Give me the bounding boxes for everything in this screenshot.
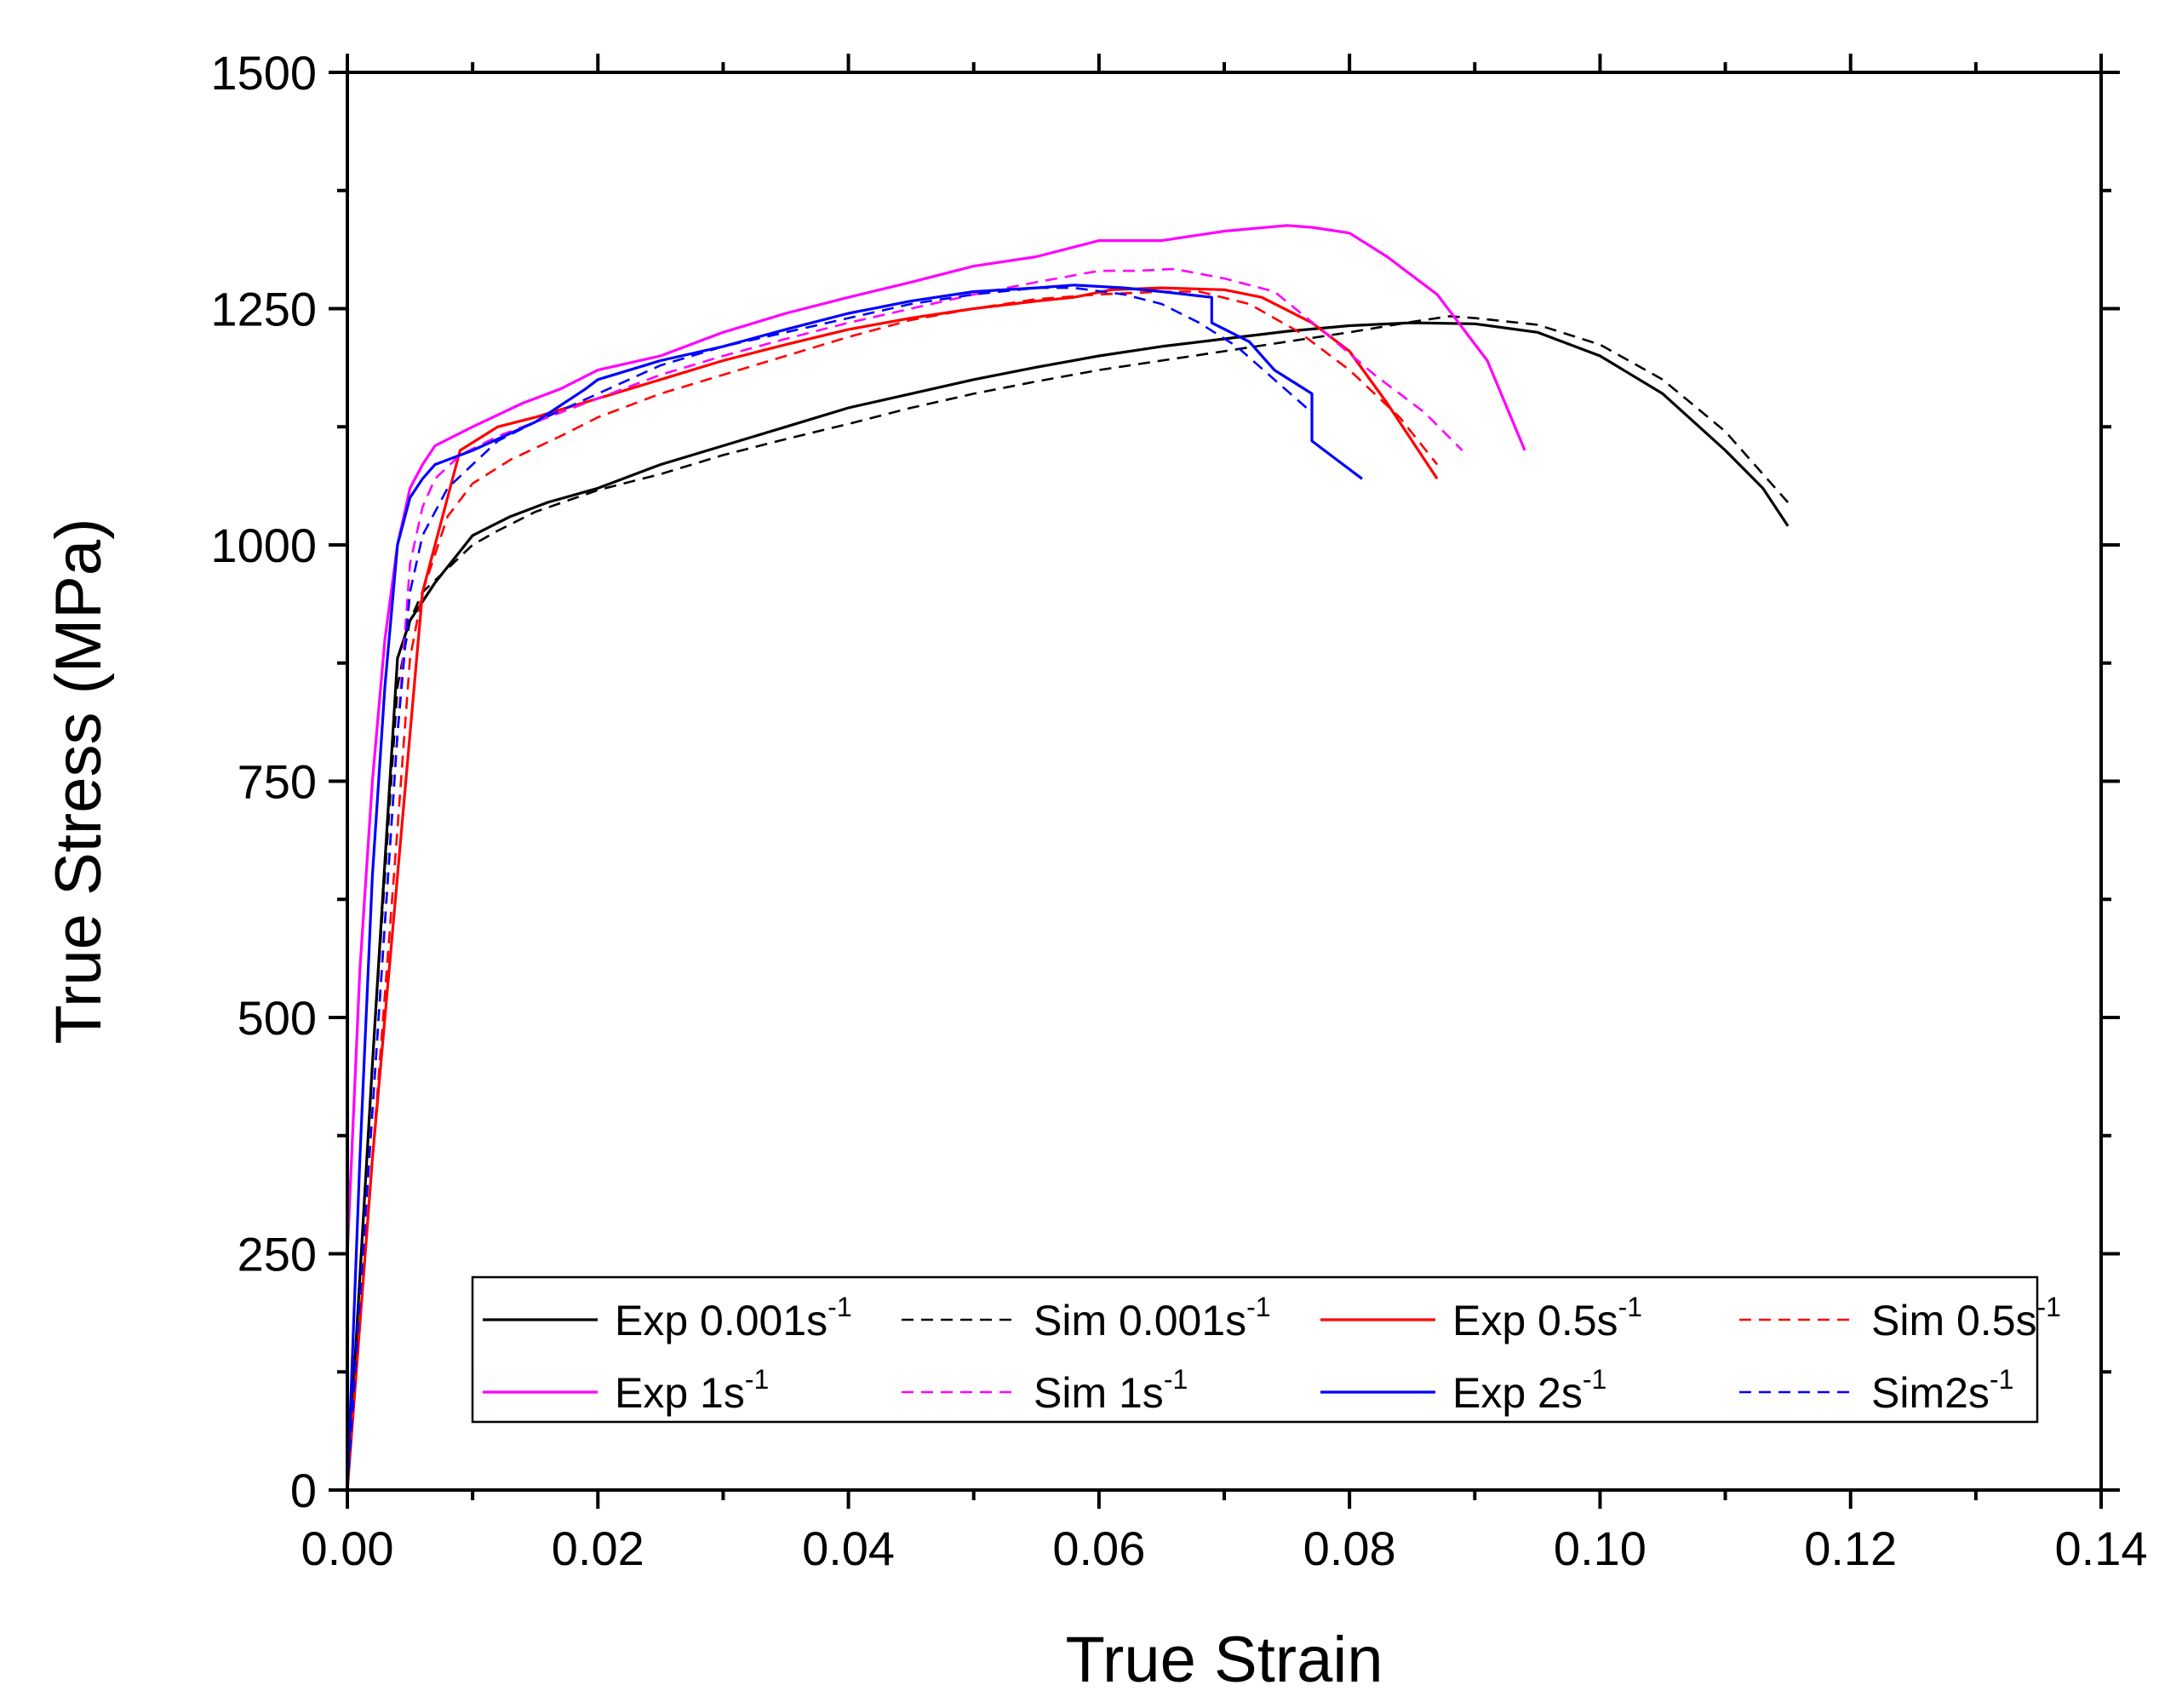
x-tick-label: 0.12 [1804, 1522, 1897, 1575]
legend-label-sup: -1 [745, 1364, 769, 1395]
y-tick-label: 1000 [210, 519, 317, 572]
series-line-6 [347, 267, 1463, 1490]
x-tick-label: 0.06 [1052, 1522, 1145, 1575]
legend-label-1: Exp 0.001s-1 [615, 1292, 852, 1344]
legend-label-sup: -1 [1583, 1364, 1606, 1395]
x-tick-label: 0.10 [1554, 1522, 1647, 1575]
legend-label-text: Exp 2s [1452, 1369, 1583, 1417]
y-tick-label: 0 [290, 1464, 317, 1517]
series-line-5 [347, 224, 1526, 1254]
x-tick-label: 0.08 [1303, 1522, 1396, 1575]
legend-label-text: Sim2s [1871, 1369, 1990, 1417]
series-line-4 [347, 290, 1439, 1490]
y-tick-label: 250 [238, 1228, 317, 1281]
legend-label-sup: -1 [1618, 1292, 1642, 1322]
legend-label-5: Exp 1s-1 [615, 1364, 769, 1417]
series-line-8 [347, 286, 1313, 1490]
x-axis-title: True Strain [1065, 1624, 1383, 1696]
legend-label-sup: -1 [828, 1292, 851, 1322]
series-line-2 [347, 315, 1790, 1490]
plot-clip [347, 224, 1790, 1490]
legend-label-text: Exp 0.001s [615, 1297, 828, 1344]
legend-label-6: Sim 1s-1 [1034, 1364, 1188, 1417]
series-line-7 [347, 284, 1363, 1490]
legend-label-text: Sim 1s [1034, 1369, 1164, 1417]
series-line-3 [347, 286, 1439, 1490]
y-tick-label: 750 [238, 755, 317, 809]
x-tick-label: 0.04 [802, 1522, 895, 1575]
legend-label-text: Exp 0.5s [1452, 1297, 1618, 1344]
legend-label-3: Exp 0.5s-1 [1452, 1292, 1642, 1344]
tick-labels: 0.00 0.02 0.04 0.06 0.08 0.10 0.12 0.14 0 250 500 7… [210, 46, 2147, 1575]
y-tick-label: 1250 [210, 283, 317, 336]
legend-box [471, 1275, 2039, 1424]
legend-label-text: Exp 1s [615, 1369, 745, 1417]
series-line-1 [347, 321, 1790, 1490]
legend-label-text: Sim 0.001s [1034, 1297, 1246, 1344]
legend: Exp 0.001s-1 Sim 0.001s-1 Exp 0.5s-1 Sim 0.… [471, 1275, 2061, 1424]
y-axis-title: True Stress (MPa) [43, 519, 115, 1045]
y-tick-label: 1500 [210, 46, 317, 100]
legend-label-sup: -1 [1246, 1292, 1270, 1322]
legend-label-sup: -1 [2037, 1292, 2061, 1322]
legend-label-sup: -1 [1164, 1364, 1188, 1395]
legend-label-text: Sim 0.5s [1871, 1297, 2037, 1344]
x-tick-label: 0.00 [301, 1522, 394, 1575]
y-tick-label: 500 [238, 991, 317, 1045]
legend-label-2: Sim 0.001s-1 [1034, 1292, 1271, 1344]
plot-frame [346, 71, 2103, 1492]
x-tick-label: 0.14 [2055, 1522, 2148, 1575]
legend-label-sup: -1 [1990, 1364, 2013, 1395]
legend-label-7: Exp 2s-1 [1452, 1364, 1606, 1417]
legend-label-4: Sim 0.5s-1 [1871, 1292, 2061, 1344]
legend-label-8: Sim2s-1 [1871, 1364, 2013, 1417]
series-lines [347, 224, 1790, 1490]
x-tick-label: 0.02 [552, 1522, 644, 1575]
